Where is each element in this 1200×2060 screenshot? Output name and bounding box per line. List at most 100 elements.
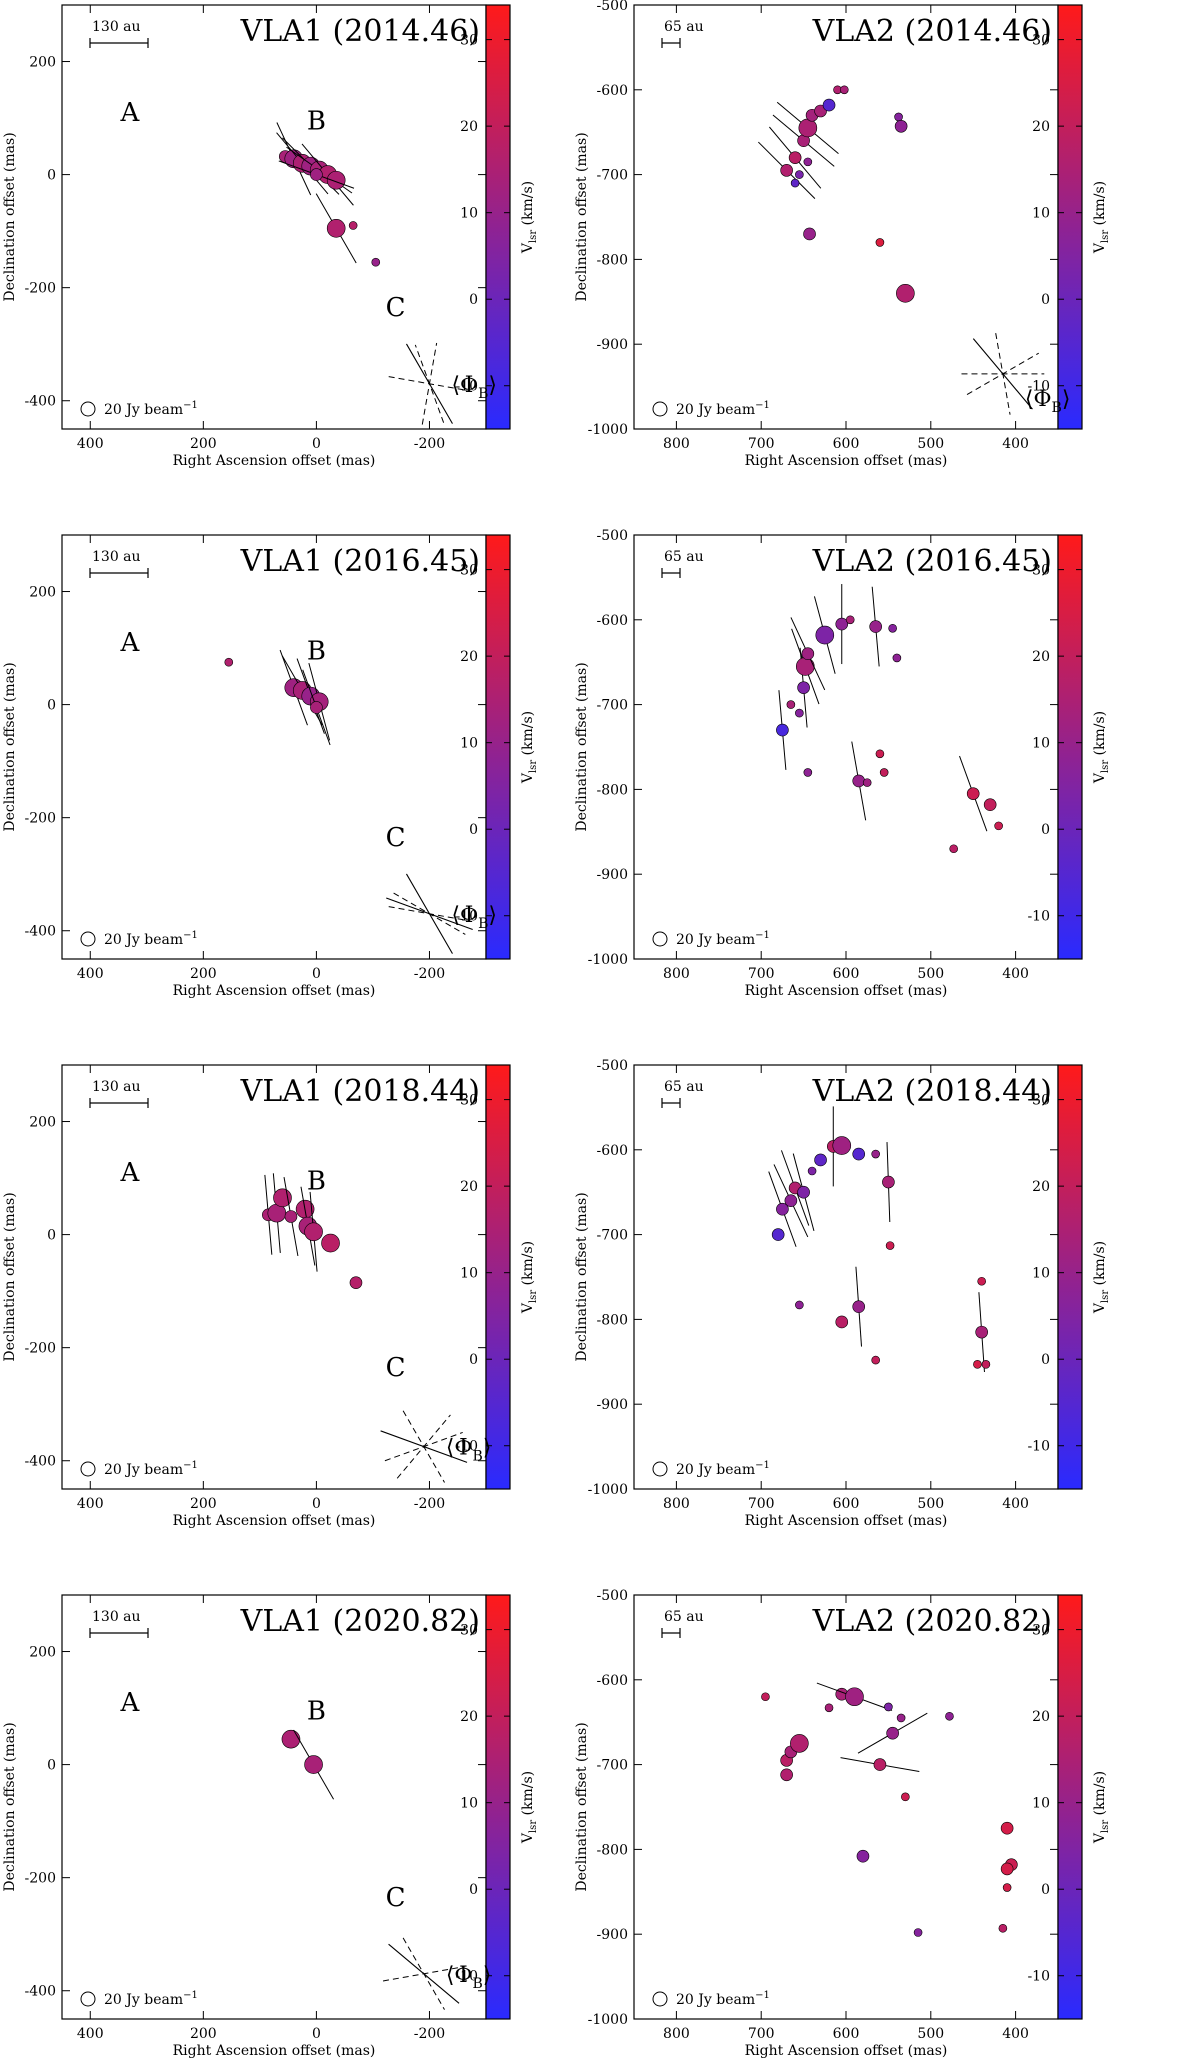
maser-spot: [304, 1222, 323, 1242]
plot-frame: [633, 1594, 1059, 2020]
colorbar-tick-label: 0: [469, 1352, 478, 1368]
maser-spot: [884, 1702, 893, 1712]
chart-panel-6: 800 700 600 500 400 -1000 -900 -800 -700 -600 -500…: [574, 1058, 1111, 1529]
y-tick-label: -600: [597, 613, 628, 629]
phi-b-label: ⟨ΦB⟩: [446, 1963, 492, 1992]
colorbar-tick-label: 10: [1032, 736, 1050, 752]
maser-spot: [824, 1703, 834, 1713]
maser-spot: [310, 701, 323, 714]
colorbar-tick-label: -10: [1027, 909, 1050, 925]
colorbar-tick-label: 10: [1032, 1796, 1050, 1812]
colorbar-tick-label: 0: [1041, 292, 1050, 308]
colorbar-tick-label: 30: [460, 33, 478, 49]
maser-spot: [776, 1202, 789, 1216]
x-tick-label: 400: [1002, 966, 1029, 982]
y-tick-label: -400: [25, 924, 56, 940]
maser-spot: [949, 844, 958, 854]
x-tick-label: 600: [833, 966, 860, 982]
colorbar: [1057, 1594, 1083, 2020]
phi-b-dashed-vector: [966, 352, 1039, 396]
maser-spot: [892, 653, 902, 663]
region-label: A: [119, 1688, 140, 1718]
y-tick-label: -800: [597, 252, 628, 268]
x-tick-label: -200: [414, 436, 445, 452]
phi-b-dashed-vector: [396, 1414, 451, 1479]
beam-legend-label: 20 Jy beam−1: [104, 1990, 198, 2008]
y-tick-label: -1000: [588, 952, 628, 968]
maser-spot: [998, 1923, 1008, 1933]
colorbar-tick-label: -10: [455, 1439, 478, 1455]
beam-legend-label: 20 Jy beam−1: [676, 1460, 770, 1478]
plot-frame: [633, 1064, 1059, 1490]
maser-spot: [822, 98, 836, 112]
y-tick-label: -700: [597, 698, 628, 714]
maser-spot: [349, 1276, 363, 1289]
y-tick-label: -500: [597, 1588, 628, 1604]
x-axis-label: Right Ascension offset (mas): [173, 983, 376, 999]
region-label: A: [119, 98, 140, 128]
colorbar: [485, 534, 511, 960]
x-tick-label: 700: [748, 436, 775, 452]
maser-spot: [784, 1194, 798, 1207]
colorbar: [485, 1594, 511, 2020]
maser-spot: [886, 1726, 899, 1740]
maser-spot: [845, 615, 855, 625]
x-tick-label: 800: [663, 1496, 690, 1512]
maser-spot: [281, 1729, 301, 1749]
y-tick-label: -900: [597, 1927, 628, 1943]
beam-legend-label: 20 Jy beam−1: [676, 930, 770, 948]
region-label: C: [386, 293, 406, 323]
colorbar-tick-label: -10: [455, 1969, 478, 1985]
colorbar-tick-label: 10: [460, 1796, 478, 1812]
x-tick-label: 400: [77, 966, 104, 982]
x-axis-label: Right Ascension offset (mas): [745, 453, 948, 469]
scale-bar-label: 65 au: [664, 1079, 704, 1095]
colorbar-tick-label: 20: [460, 1179, 478, 1195]
colorbar-tick-label: 0: [469, 822, 478, 838]
y-tick-label: -800: [597, 1842, 628, 1858]
maser-spot: [790, 1734, 809, 1753]
maser-spot: [224, 657, 234, 667]
panel-title: VLA2 (2020.82): [812, 1604, 1052, 1639]
colorbar-tick-label: 30: [1032, 563, 1050, 579]
y-tick-label: -900: [597, 867, 628, 883]
colorbar: [1057, 4, 1083, 430]
colorbar-label: Vlsr (km/s): [520, 181, 539, 254]
scale-bar-label: 65 au: [664, 549, 704, 565]
maser-spot: [994, 821, 1003, 831]
maser-spot: [882, 1175, 895, 1189]
colorbar-tick-label: 30: [460, 1093, 478, 1109]
x-tick-label: 400: [77, 1496, 104, 1512]
maser-spot: [761, 1692, 770, 1702]
colorbar: [1057, 534, 1083, 960]
plot-frame: [633, 534, 1059, 960]
maser-spot: [795, 1300, 804, 1310]
scale-bar-label: 130 au: [92, 1079, 141, 1095]
plot-frame: [61, 1594, 487, 2020]
maser-spot: [879, 768, 889, 777]
maser-spot: [326, 170, 346, 190]
maser-spot: [780, 1768, 793, 1782]
region-label: B: [307, 1696, 326, 1726]
panel-title: VLA1 (2014.46): [240, 14, 480, 49]
x-tick-label: 700: [748, 966, 775, 982]
maser-spot: [913, 1928, 923, 1937]
maser-spot: [795, 708, 804, 718]
maser-spot: [815, 625, 835, 645]
colorbar: [485, 1064, 511, 1490]
colorbar-tick-label: 20: [460, 119, 478, 135]
region-label: B: [307, 106, 326, 136]
y-tick-label: -1000: [588, 422, 628, 438]
colorbar-tick-label: 20: [460, 1709, 478, 1725]
colorbar-tick-label: 10: [460, 1266, 478, 1282]
y-tick-label: -900: [597, 337, 628, 353]
y-tick-label: -1000: [588, 2012, 628, 2028]
beam-legend-circle: [80, 401, 96, 417]
maser-spot: [845, 1687, 864, 1707]
colorbar-tick-label: 10: [460, 206, 478, 222]
scale-bar-label: 130 au: [92, 19, 141, 35]
colorbar-tick-label: 0: [1041, 1352, 1050, 1368]
colorbar-tick-label: 20: [1032, 1709, 1050, 1725]
